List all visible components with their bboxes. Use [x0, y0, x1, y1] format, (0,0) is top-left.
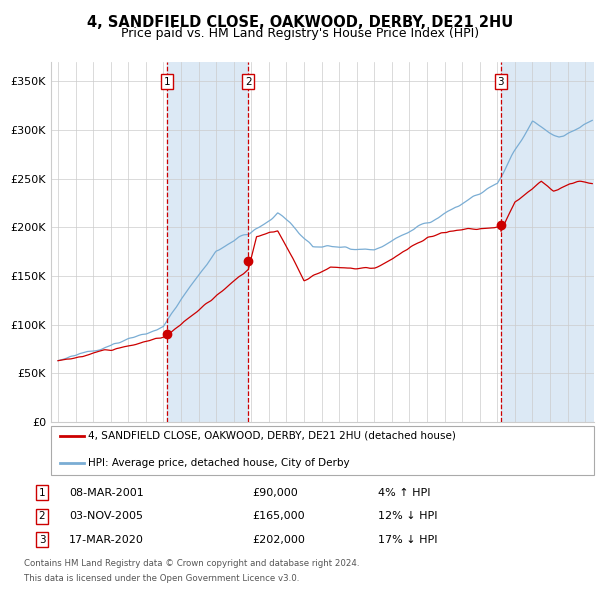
Text: 4% ↑ HPI: 4% ↑ HPI	[378, 488, 431, 497]
HPI: Average price, detached house, City of Derby: (2.01e+03, 2.1e+05): Average price, detached house, City of D…	[281, 215, 288, 222]
4, SANDFIELD CLOSE, OAKWOOD, DERBY, DE21 2HU (detached house)	[281, 240, 288, 247]
Text: 4, SANDFIELD CLOSE, OAKWOOD, DERBY, DE21 2HU: 4, SANDFIELD CLOSE, OAKWOOD, DERBY, DE21…	[87, 15, 513, 30]
4, SANDFIELD CLOSE, OAKWOOD, DERBY, DE21 2HU (detached house)	[589, 180, 596, 187]
Text: 2: 2	[38, 512, 46, 521]
4, SANDFIELD CLOSE, OAKWOOD, DERBY, DE21 2HU (detached house)	[358, 264, 365, 271]
Text: This data is licensed under the Open Government Licence v3.0.: This data is licensed under the Open Gov…	[24, 574, 299, 583]
Text: 12% ↓ HPI: 12% ↓ HPI	[378, 512, 437, 521]
HPI: Average price, detached house, City of Derby: (2e+03, 8.2e+04): Average price, detached house, City of D…	[118, 339, 125, 346]
HPI: Average price, detached house, City of Derby: (2.01e+03, 1.77e+05): Average price, detached house, City of D…	[358, 245, 365, 253]
Text: 1: 1	[38, 488, 46, 497]
Text: HPI: Average price, detached house, City of Derby: HPI: Average price, detached house, City…	[88, 458, 350, 468]
4, SANDFIELD CLOSE, OAKWOOD, DERBY, DE21 2HU (detached house)	[576, 178, 583, 185]
Text: 03-NOV-2005: 03-NOV-2005	[69, 512, 143, 521]
HPI: Average price, detached house, City of Derby: (2.01e+03, 1.88e+05): Average price, detached house, City of D…	[302, 236, 309, 243]
Text: 3: 3	[38, 535, 46, 545]
Text: £202,000: £202,000	[252, 535, 305, 545]
Bar	[167, 62, 248, 422]
4, SANDFIELD CLOSE, OAKWOOD, DERBY, DE21 2HU (detached house)	[118, 344, 125, 351]
Text: 2: 2	[245, 77, 251, 87]
Text: £165,000: £165,000	[252, 512, 305, 521]
HPI: Average price, detached house, City of Derby: (2e+03, 6.29e+04): Average price, detached house, City of D…	[55, 357, 62, 364]
Bar	[501, 62, 594, 422]
4, SANDFIELD CLOSE, OAKWOOD, DERBY, DE21 2HU (detached house)	[55, 357, 62, 364]
Text: Contains HM Land Registry data © Crown copyright and database right 2024.: Contains HM Land Registry data © Crown c…	[24, 559, 359, 568]
HPI: Average price, detached house, City of Derby: (2.01e+03, 1.98e+05): Average price, detached house, City of D…	[292, 226, 299, 233]
HPI: Average price, detached house, City of Derby: (2.03e+03, 3.1e+05): Average price, detached house, City of D…	[589, 117, 596, 124]
Text: 08-MAR-2001: 08-MAR-2001	[69, 488, 144, 497]
4, SANDFIELD CLOSE, OAKWOOD, DERBY, DE21 2HU (detached house)	[96, 348, 103, 355]
Text: £90,000: £90,000	[252, 488, 298, 497]
Line: HPI: Average price, detached house, City of Derby: HPI: Average price, detached house, City…	[58, 120, 592, 360]
Text: 3: 3	[497, 77, 504, 87]
Text: 1: 1	[163, 77, 170, 87]
Text: 4, SANDFIELD CLOSE, OAKWOOD, DERBY, DE21 2HU (detached house): 4, SANDFIELD CLOSE, OAKWOOD, DERBY, DE21…	[88, 431, 456, 441]
Line: 4, SANDFIELD CLOSE, OAKWOOD, DERBY, DE21 2HU (detached house): 4, SANDFIELD CLOSE, OAKWOOD, DERBY, DE21…	[58, 181, 592, 360]
Text: 17-MAR-2020: 17-MAR-2020	[69, 535, 144, 545]
HPI: Average price, detached house, City of Derby: (2e+03, 7.38e+04): Average price, detached house, City of D…	[96, 346, 103, 353]
4, SANDFIELD CLOSE, OAKWOOD, DERBY, DE21 2HU (detached house)	[292, 260, 299, 267]
4, SANDFIELD CLOSE, OAKWOOD, DERBY, DE21 2HU (detached house)	[302, 277, 309, 284]
Text: 17% ↓ HPI: 17% ↓ HPI	[378, 535, 437, 545]
Text: Price paid vs. HM Land Registry's House Price Index (HPI): Price paid vs. HM Land Registry's House …	[121, 27, 479, 40]
